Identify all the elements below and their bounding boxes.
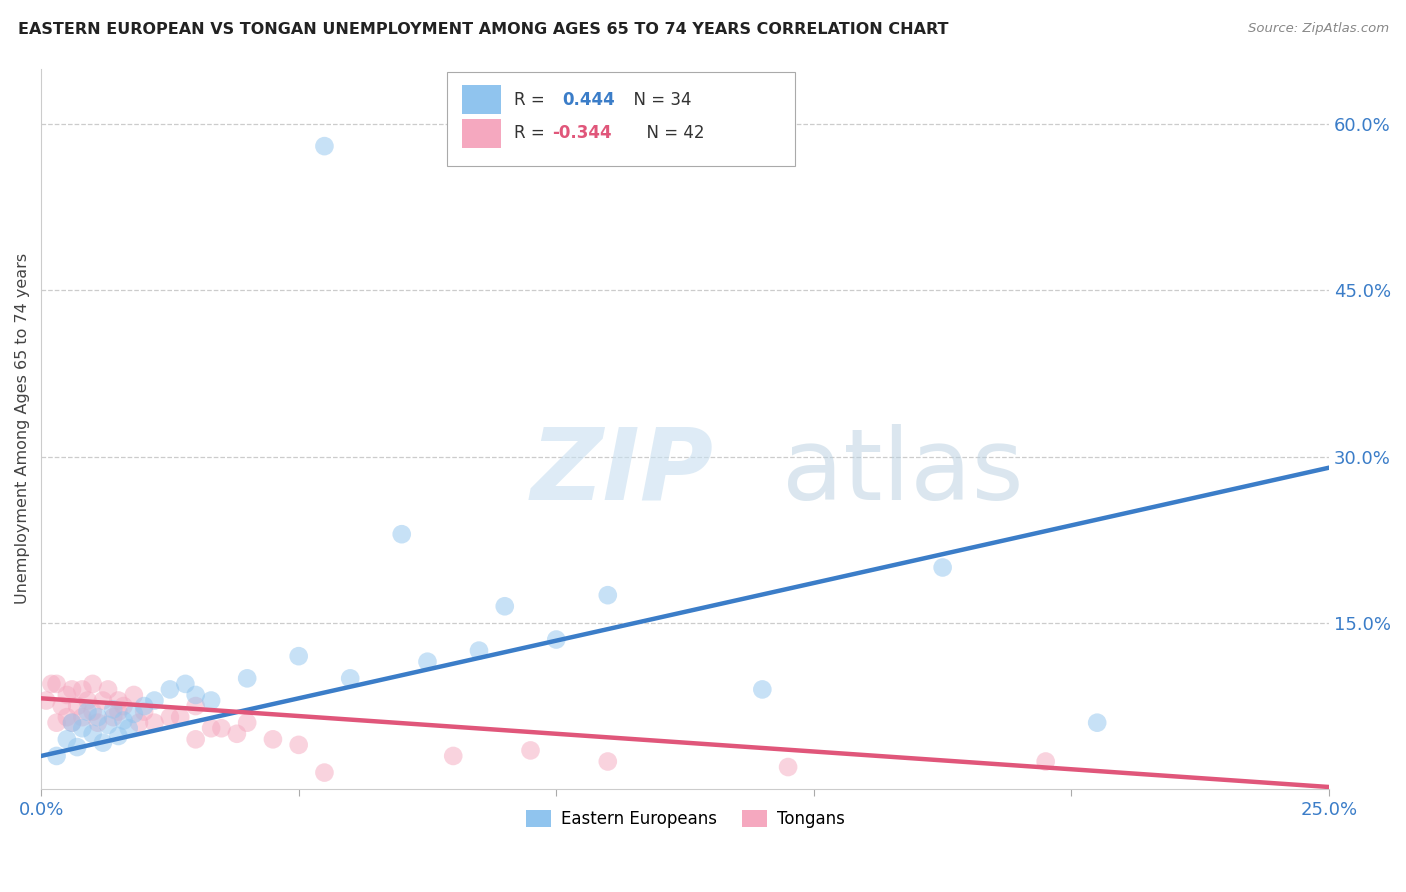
Point	[97, 682, 120, 697]
Point	[35, 693, 58, 707]
Point	[751, 682, 773, 697]
Point	[82, 727, 104, 741]
Point	[134, 699, 156, 714]
Text: Source: ZipAtlas.com: Source: ZipAtlas.com	[1249, 22, 1389, 36]
Point	[91, 693, 114, 707]
Point	[441, 748, 464, 763]
Point	[143, 693, 166, 707]
Point	[60, 682, 83, 697]
Point	[87, 710, 110, 724]
Point	[122, 688, 145, 702]
Point	[60, 715, 83, 730]
Point	[103, 710, 125, 724]
Point	[103, 702, 125, 716]
Point	[314, 765, 336, 780]
Point	[314, 139, 336, 153]
Point	[45, 677, 67, 691]
Text: -0.344: -0.344	[553, 124, 612, 143]
Point	[76, 705, 98, 719]
Point	[107, 705, 129, 719]
Point	[66, 699, 89, 714]
Point	[159, 710, 181, 724]
Point	[60, 715, 83, 730]
Point	[200, 693, 222, 707]
Text: N = 42: N = 42	[636, 124, 704, 143]
Y-axis label: Unemployment Among Ages 65 to 74 years: Unemployment Among Ages 65 to 74 years	[15, 253, 30, 605]
Point	[1085, 715, 1108, 730]
Point	[134, 705, 156, 719]
Point	[143, 715, 166, 730]
Point	[209, 721, 232, 735]
Bar	[463, 85, 501, 114]
Point	[468, 643, 491, 657]
Point	[56, 710, 79, 724]
Point	[45, 748, 67, 763]
Point	[287, 738, 309, 752]
Point	[97, 718, 120, 732]
Point	[107, 693, 129, 707]
Point	[184, 699, 207, 714]
Point	[82, 677, 104, 691]
Legend: Eastern Europeans, Tongans: Eastern Europeans, Tongans	[519, 804, 851, 835]
Point	[778, 760, 800, 774]
Point	[56, 732, 79, 747]
Point	[494, 599, 516, 614]
Point	[225, 727, 247, 741]
Point	[66, 740, 89, 755]
Point	[391, 527, 413, 541]
Point	[416, 655, 439, 669]
Point	[546, 632, 568, 647]
Text: N = 34: N = 34	[623, 90, 692, 109]
Point	[1035, 755, 1057, 769]
Point	[91, 736, 114, 750]
Text: R =: R =	[513, 124, 550, 143]
Bar	[463, 119, 501, 148]
Point	[122, 706, 145, 721]
Bar	[447, 72, 794, 166]
Text: 0.444: 0.444	[562, 90, 616, 109]
Text: EASTERN EUROPEAN VS TONGAN UNEMPLOYMENT AMONG AGES 65 TO 74 YEARS CORRELATION CH: EASTERN EUROPEAN VS TONGAN UNEMPLOYMENT …	[18, 22, 949, 37]
Point	[45, 715, 67, 730]
Text: R =: R =	[513, 90, 550, 109]
Point	[51, 699, 73, 714]
Point	[236, 715, 259, 730]
Point	[72, 721, 94, 735]
Point	[236, 671, 259, 685]
Point	[56, 688, 79, 702]
Point	[339, 671, 361, 685]
Point	[287, 649, 309, 664]
Point	[87, 715, 110, 730]
Point	[174, 677, 197, 691]
Point	[118, 721, 141, 735]
Point	[184, 732, 207, 747]
Point	[159, 682, 181, 697]
Text: ZIP: ZIP	[530, 424, 713, 521]
Point	[107, 729, 129, 743]
Point	[596, 588, 619, 602]
Point	[519, 743, 541, 757]
Point	[82, 705, 104, 719]
Point	[76, 693, 98, 707]
Point	[200, 721, 222, 735]
Point	[112, 699, 135, 714]
Point	[112, 714, 135, 728]
Point	[128, 715, 150, 730]
Text: atlas: atlas	[782, 424, 1024, 521]
Point	[41, 677, 63, 691]
Point	[169, 710, 191, 724]
Point	[596, 755, 619, 769]
Point	[72, 682, 94, 697]
Point	[262, 732, 284, 747]
Point	[184, 688, 207, 702]
Point	[931, 560, 953, 574]
Point	[72, 710, 94, 724]
